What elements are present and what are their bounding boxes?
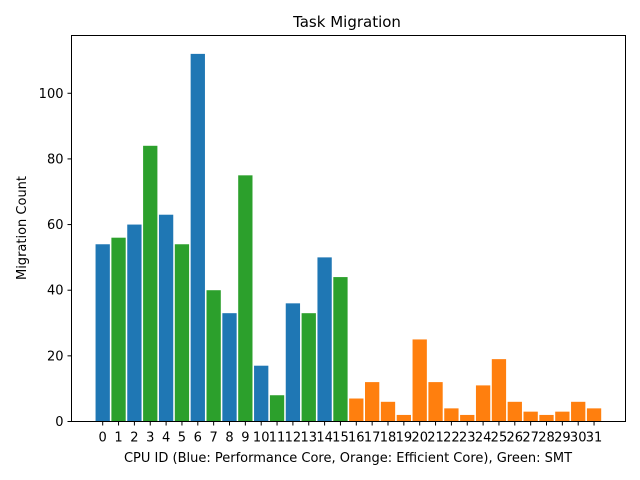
plot-frame — [71, 35, 626, 422]
x-tick-label: 4 — [162, 431, 170, 446]
bar-cpu-14 — [317, 257, 332, 422]
bar-cpu-23 — [460, 414, 475, 422]
y-tick-label: 60 — [47, 218, 64, 233]
bar-cpu-8 — [222, 313, 237, 422]
bar-cpu-22 — [444, 408, 459, 422]
bar-cpu-17 — [365, 382, 380, 422]
x-tick-label: 21 — [427, 431, 444, 446]
x-tick-label: 5 — [178, 431, 186, 446]
x-tick-label: 1 — [114, 431, 122, 446]
bar-cpu-0 — [95, 244, 110, 422]
y-ticks-group: 0 20 40 60 80 100 — [39, 87, 72, 430]
bar-cpu-1 — [111, 237, 126, 422]
x-tick-label: 31 — [586, 431, 603, 446]
bar-cpu-31 — [586, 408, 602, 422]
bar-cpu-10 — [254, 365, 269, 422]
bar-cpu-27 — [523, 411, 538, 422]
x-tick-label: 11 — [269, 431, 286, 446]
y-tick-label: 100 — [39, 87, 64, 102]
x-tick-label: 14 — [316, 431, 333, 446]
y-axis-label: Migration Count — [15, 176, 30, 280]
bar-cpu-30 — [571, 401, 586, 422]
bar-cpu-21 — [428, 382, 443, 422]
bar-cpu-3 — [143, 145, 158, 422]
bar-cpu-5 — [174, 244, 190, 422]
bar-cpu-26 — [507, 401, 522, 422]
x-tick-label: 16 — [348, 431, 365, 446]
x-tick-label: 25 — [491, 431, 508, 446]
bar-cpu-20 — [412, 339, 427, 422]
x-tick-label: 0 — [99, 431, 107, 446]
x-tick-label: 29 — [554, 431, 571, 446]
x-tick-label: 6 — [194, 431, 202, 446]
bar-cpu-29 — [555, 411, 570, 422]
x-tick-label: 2 — [130, 431, 138, 446]
x-tick-label: 26 — [507, 431, 524, 446]
bar-cpu-15 — [333, 277, 348, 422]
x-tick-label: 3 — [146, 431, 154, 446]
x-tick-label: 8 — [225, 431, 233, 446]
x-tick-label: 18 — [380, 431, 397, 446]
chart-title: Task Migration — [292, 13, 401, 31]
bar-cpu-7 — [206, 290, 221, 422]
bar-cpu-9 — [238, 175, 253, 422]
x-tick-label: 23 — [459, 431, 476, 446]
x-tick-label: 10 — [253, 431, 270, 446]
bar-cpu-18 — [380, 401, 396, 422]
bar-cpu-6 — [190, 53, 205, 422]
x-tick-label: 22 — [443, 431, 460, 446]
y-tick-label: 20 — [47, 349, 64, 364]
bar-cpu-11 — [269, 395, 285, 422]
y-tick-label: 0 — [55, 415, 63, 430]
x-tick-label: 17 — [364, 431, 381, 446]
x-tick-label: 7 — [210, 431, 218, 446]
bar-cpu-2 — [127, 224, 142, 422]
x-tick-label: 28 — [538, 431, 555, 446]
x-tick-label: 12 — [285, 431, 302, 446]
bar-cpu-12 — [285, 303, 301, 422]
bar-cpu-19 — [396, 414, 411, 422]
x-tick-label: 27 — [522, 431, 539, 446]
x-tick-label: 30 — [570, 431, 587, 446]
bar-cpu-28 — [539, 414, 554, 422]
bar-cpu-16 — [349, 398, 364, 422]
x-tick-label: 13 — [300, 431, 317, 446]
x-ticks-group: 0 1 2 3 4 5 6 7 8 9 10 11 12 13 14 15 16 17 18 19 20 21 22 23 24… — [99, 421, 603, 446]
y-tick-label: 40 — [47, 284, 64, 299]
x-tick-label: 24 — [475, 431, 492, 446]
bars-group — [95, 53, 602, 422]
bar-cpu-13 — [301, 313, 316, 422]
x-axis-label: CPU ID (Blue: Performance Core, Orange: … — [124, 451, 572, 466]
x-tick-label: 20 — [411, 431, 428, 446]
bar-cpu-25 — [491, 359, 507, 422]
x-tick-label: 19 — [396, 431, 413, 446]
x-tick-label: 9 — [241, 431, 249, 446]
y-tick-label: 80 — [47, 152, 64, 167]
x-tick-label: 15 — [332, 431, 349, 446]
bar-cpu-24 — [475, 385, 491, 422]
bar-cpu-4 — [158, 214, 174, 422]
